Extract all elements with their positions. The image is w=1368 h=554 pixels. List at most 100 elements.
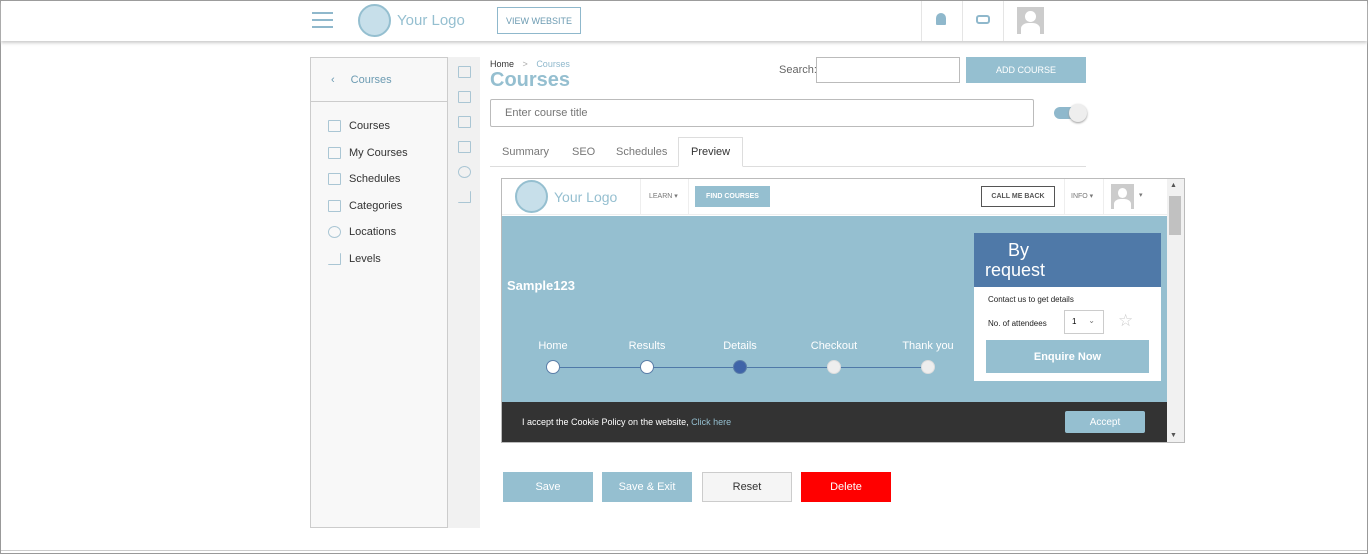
tabs: Summary SEO Schedules Preview bbox=[490, 137, 1086, 167]
publish-toggle[interactable] bbox=[1054, 104, 1087, 122]
logo-icon bbox=[358, 4, 391, 37]
sidebar-item-label: Schedules bbox=[349, 173, 401, 186]
levels-icon bbox=[328, 252, 341, 265]
sidebar-item-levels[interactable]: Levels bbox=[311, 246, 447, 273]
cookie-text: I accept the Cookie Policy on the websit… bbox=[522, 417, 731, 427]
calendar-icon[interactable] bbox=[458, 116, 471, 128]
enquire-now-button[interactable]: Enquire Now bbox=[986, 340, 1149, 373]
chevron-down-icon[interactable]: ▾ bbox=[1139, 192, 1143, 199]
step-thank-you: Thank you bbox=[902, 340, 954, 352]
breadcrumb: Home > Courses bbox=[490, 59, 570, 69]
view-website-button[interactable]: VIEW WEBSITE bbox=[497, 7, 581, 34]
scroll-down-icon[interactable]: ▼ bbox=[1170, 432, 1177, 439]
star-icon[interactable]: ☆ bbox=[1118, 311, 1134, 330]
tab-summary[interactable]: Summary bbox=[502, 146, 550, 158]
sidebar-item-label: Locations bbox=[349, 226, 397, 239]
menu-icon[interactable] bbox=[312, 12, 333, 28]
step-home: Home bbox=[538, 340, 568, 352]
step-checkout: Checkout bbox=[810, 340, 858, 352]
delete-button[interactable]: Delete bbox=[801, 472, 891, 502]
learn-menu[interactable]: LEARN ▾ bbox=[649, 193, 678, 200]
preview-avatar[interactable] bbox=[1111, 184, 1134, 209]
sidebar-item-label: Courses bbox=[349, 120, 390, 133]
breadcrumb-separator: > bbox=[522, 59, 528, 69]
accept-cookie-button[interactable]: Accept bbox=[1065, 411, 1145, 433]
step-results: Results bbox=[628, 340, 666, 352]
sidebar-item-my-courses[interactable]: My Courses bbox=[311, 140, 447, 167]
sidebar-item-label: My Courses bbox=[349, 146, 408, 159]
breadcrumb-current: Courses bbox=[536, 59, 570, 69]
step-dot-checkout bbox=[827, 360, 841, 374]
logo-text: Your Logo bbox=[397, 12, 465, 29]
attendees-label: No. of attendees bbox=[988, 319, 1047, 328]
preview-frame: Your Logo LEARN ▾ FIND COURSES CALL ME B… bbox=[501, 178, 1185, 443]
user-avatar[interactable] bbox=[1017, 7, 1044, 34]
step-details: Details bbox=[723, 340, 757, 352]
sidebar: ‹ Courses Courses My Courses Schedules Ca… bbox=[310, 57, 448, 528]
scroll-thumb[interactable] bbox=[1169, 196, 1181, 235]
breadcrumb-home[interactable]: Home bbox=[490, 59, 515, 69]
steps: Home Results Details Checkout Thank you bbox=[502, 340, 1167, 360]
sidebar-item-locations[interactable]: Locations bbox=[311, 219, 447, 246]
sidebar-item-schedules[interactable]: Schedules bbox=[311, 166, 447, 193]
inbox-icon[interactable] bbox=[976, 15, 990, 24]
enquiry-card: By request Contact us to get details No. … bbox=[974, 233, 1161, 381]
preview-header bbox=[502, 179, 1167, 215]
calendar-icon bbox=[328, 173, 341, 186]
tab-preview[interactable]: Preview bbox=[678, 137, 744, 167]
preview-logo-text: Your Logo bbox=[554, 188, 618, 205]
levels-icon[interactable] bbox=[458, 191, 471, 203]
save-exit-button[interactable]: Save & Exit bbox=[602, 472, 692, 502]
chevron-left-icon: ‹ bbox=[331, 73, 335, 86]
sidebar-item-courses[interactable]: Courses bbox=[311, 113, 447, 140]
scrollbar[interactable]: ▲ ▼ bbox=[1167, 179, 1184, 442]
card-title-line1: By bbox=[1008, 240, 1030, 260]
chevron-down-icon: ⌄ bbox=[1088, 316, 1095, 325]
card-title-line2: request bbox=[985, 260, 1046, 280]
contact-text: Contact us to get details bbox=[988, 295, 1074, 304]
find-courses-button[interactable]: FIND COURSES bbox=[695, 186, 770, 207]
courses-icon bbox=[328, 120, 341, 133]
my-courses-icon bbox=[328, 146, 341, 159]
sidebar-back-label: Courses bbox=[350, 73, 392, 86]
scroll-up-icon[interactable]: ▲ bbox=[1170, 182, 1177, 189]
categories-icon[interactable] bbox=[458, 141, 471, 153]
preview-logo[interactable]: Your Logo bbox=[515, 180, 617, 213]
courses-icon[interactable] bbox=[458, 66, 471, 78]
info-menu[interactable]: INFO ▾ bbox=[1071, 193, 1094, 200]
learn-label: LEARN bbox=[649, 193, 673, 200]
location-icon[interactable] bbox=[458, 166, 471, 178]
icon-strip bbox=[448, 57, 480, 528]
call-me-back-button[interactable]: CALL ME BACK bbox=[981, 186, 1055, 207]
attendees-value: 1 bbox=[1072, 317, 1077, 326]
sidebar-item-label: Categories bbox=[349, 199, 403, 212]
sidebar-back-courses[interactable]: ‹ Courses bbox=[311, 58, 447, 102]
sidebar-item-categories[interactable]: Categories bbox=[311, 193, 447, 220]
logo-icon bbox=[515, 180, 548, 213]
reset-button[interactable]: Reset bbox=[702, 472, 792, 502]
step-dot-results bbox=[640, 360, 654, 374]
location-icon bbox=[328, 226, 341, 239]
course-title-input[interactable] bbox=[490, 99, 1034, 127]
top-header bbox=[1, 1, 1367, 41]
step-dot-thank-you bbox=[921, 360, 935, 374]
my-courses-icon[interactable] bbox=[458, 91, 471, 103]
sidebar-item-label: Levels bbox=[349, 252, 381, 265]
search-label: Search: bbox=[779, 64, 817, 76]
cookie-bar: I accept the Cookie Policy on the websit… bbox=[502, 402, 1167, 442]
bell-icon[interactable] bbox=[936, 13, 946, 25]
course-name: Sample123 bbox=[507, 278, 575, 293]
page-title: Courses bbox=[490, 69, 571, 91]
step-dot-details bbox=[733, 360, 747, 374]
attendees-select[interactable]: 1 ⌄ bbox=[1064, 310, 1104, 334]
tab-seo[interactable]: SEO bbox=[572, 146, 596, 158]
tab-schedules[interactable]: Schedules bbox=[616, 146, 668, 158]
card-title: By request bbox=[974, 233, 1161, 287]
search-input[interactable] bbox=[816, 57, 960, 83]
add-course-button[interactable]: ADD COURSE bbox=[966, 57, 1086, 83]
cookie-link[interactable]: Click here bbox=[691, 417, 732, 427]
preview-hero: Sample123 Home Results Details Checkout … bbox=[502, 216, 1167, 402]
save-button[interactable]: Save bbox=[503, 472, 593, 502]
cookie-message: I accept the Cookie Policy on the websit… bbox=[522, 417, 689, 427]
logo[interactable]: Your Logo bbox=[358, 4, 465, 37]
